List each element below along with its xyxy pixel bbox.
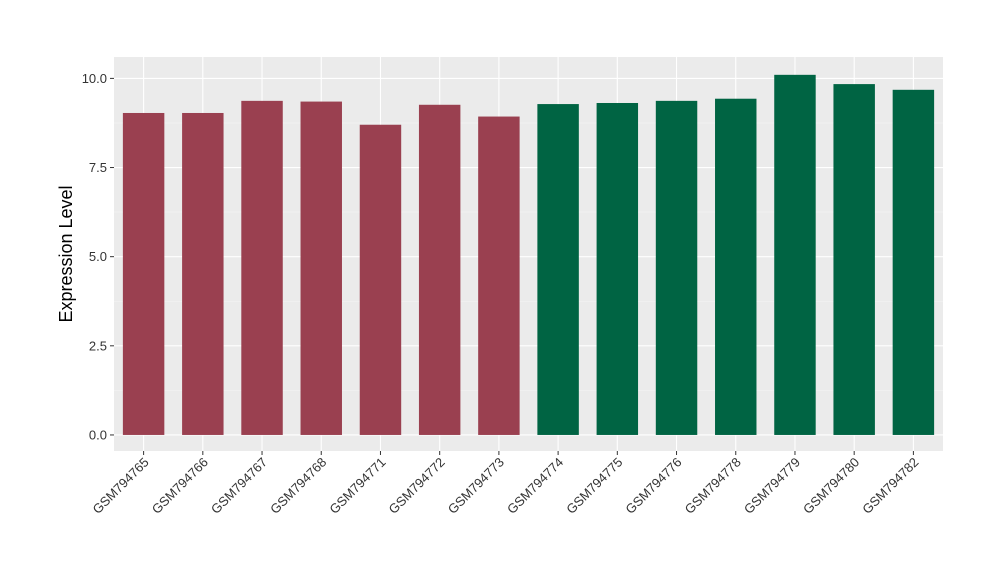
y-tick-label: 5.0 — [89, 249, 107, 264]
y-axis: 0.0 2.5 5.0 7.5 10.0 — [82, 71, 114, 442]
bar-GSM794765 — [122, 112, 165, 435]
bar-GSM794774 — [537, 104, 579, 435]
x-tick-label: GSM794765 — [90, 455, 152, 517]
bars — [122, 74, 935, 435]
bar-GSM794776 — [655, 100, 698, 435]
bar-GSM794773 — [478, 116, 520, 435]
x-tick-label: GSM794780 — [800, 455, 862, 517]
bar-GSM794772 — [418, 104, 461, 435]
bar-GSM794780 — [833, 84, 875, 435]
x-tick-label: GSM794779 — [741, 455, 803, 517]
bar-GSM794778 — [715, 98, 757, 435]
x-tick-label: GSM794773 — [445, 455, 507, 517]
bar-GSM794771 — [359, 124, 402, 435]
x-tick-label: GSM794767 — [208, 455, 270, 517]
y-tick-label: 2.5 — [89, 338, 107, 353]
x-tick-label: GSM794778 — [682, 455, 744, 517]
x-axis: GSM794765GSM794766GSM794767GSM794768GSM7… — [90, 451, 922, 517]
y-tick-label: 10.0 — [82, 71, 107, 86]
x-tick-label: GSM794766 — [149, 455, 211, 517]
y-tick-label: 7.5 — [89, 160, 107, 175]
x-tick-label: GSM794772 — [386, 455, 448, 517]
bar-GSM794782 — [892, 89, 935, 435]
bar-GSM794766 — [182, 112, 224, 435]
bar-GSM794775 — [596, 102, 639, 435]
bar-GSM794779 — [774, 74, 816, 435]
y-axis-title: Expression Level — [56, 185, 76, 322]
bar-GSM794767 — [241, 100, 283, 435]
y-tick-label: 0.0 — [89, 427, 107, 442]
x-tick-label: GSM794782 — [859, 455, 921, 517]
x-tick-label: GSM794776 — [622, 455, 684, 517]
plot-panel — [114, 57, 943, 451]
bar-GSM794768 — [300, 101, 342, 435]
x-tick-label: GSM794775 — [563, 455, 625, 517]
x-tick-label: GSM794768 — [267, 455, 329, 517]
x-tick-label: GSM794771 — [326, 455, 388, 517]
x-tick-label: GSM794774 — [504, 455, 566, 517]
